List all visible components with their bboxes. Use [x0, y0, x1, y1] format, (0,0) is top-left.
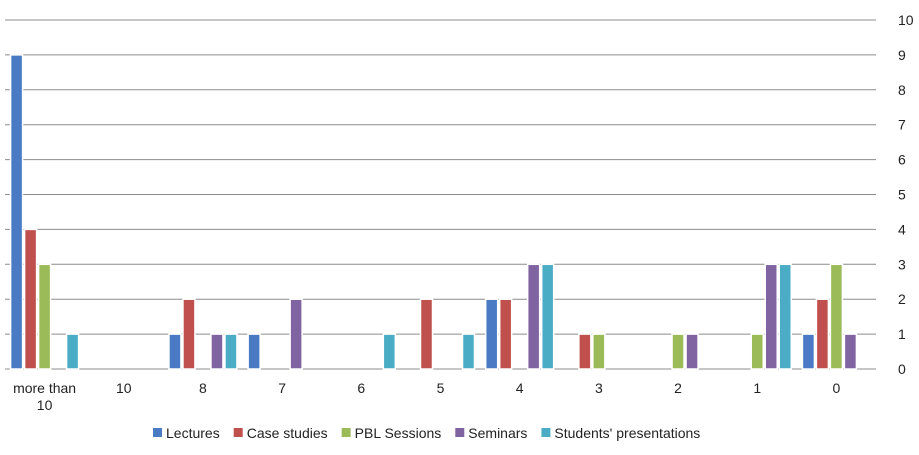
bar-case-studies	[498, 298, 513, 370]
y-tick-label: 7	[898, 117, 906, 133]
legend-label: Case studies	[247, 425, 328, 441]
bar-pbl-sessions	[671, 333, 685, 370]
bar-lectures	[9, 54, 24, 370]
bar-students-presentations	[65, 333, 80, 370]
legend-swatch	[233, 428, 243, 437]
x-tick-label: 10	[116, 380, 132, 396]
bar-case-studies	[578, 333, 592, 370]
y-tick-label: 4	[898, 221, 906, 237]
bar-students-presentations	[382, 333, 397, 370]
legend-swatch	[341, 428, 351, 437]
bar-seminars	[685, 333, 699, 370]
gridlines	[5, 19, 876, 370]
bar-seminars	[526, 263, 541, 370]
y-axis-ticks: 0 1 2 3 4 5 6 7 8 9 10	[898, 12, 914, 377]
x-tick-label: 8	[199, 380, 207, 396]
y-tick-label: 0	[898, 361, 906, 377]
bars	[9, 54, 858, 370]
x-tick-label: 4	[516, 380, 524, 396]
bar-pbl-sessions	[750, 333, 764, 370]
y-tick-label: 10	[898, 12, 914, 28]
bar-seminars	[764, 263, 778, 370]
y-tick-label: 1	[898, 326, 906, 342]
y-tick-label: 6	[898, 152, 906, 168]
x-tick-label: 5	[437, 380, 445, 396]
bar-lectures	[801, 333, 816, 370]
legend-label: Students' presentations	[554, 425, 700, 441]
legend-label: Lectures	[166, 425, 220, 441]
legend-label: Seminars	[468, 425, 527, 441]
x-tick-label: 3	[595, 380, 603, 396]
x-tick-label: 0	[833, 380, 841, 396]
bar-lectures	[247, 333, 261, 370]
legend: Lectures Case studies PBL Sessions Seminars…	[153, 425, 700, 441]
bar-pbl-sessions	[37, 263, 52, 370]
legend-swatch	[153, 428, 162, 437]
x-tick-label: 1	[753, 380, 761, 396]
x-tick-label: 2	[674, 380, 682, 396]
y-tick-label: 8	[898, 82, 906, 98]
y-tick-label: 5	[898, 187, 906, 203]
y-tick-label: 2	[898, 291, 906, 307]
bar-students-presentations	[224, 333, 238, 370]
bar-lectures	[484, 298, 499, 370]
bar-students-presentations	[540, 263, 555, 370]
x-tick-label: 10	[37, 397, 53, 413]
bar-pbl-sessions	[592, 333, 606, 370]
bar-students-presentations	[461, 333, 476, 370]
bar-seminars	[210, 333, 224, 370]
x-tick-label: 7	[278, 380, 286, 396]
bar-lectures	[168, 333, 182, 370]
legend-label: PBL Sessions	[355, 425, 442, 441]
legend-swatch	[455, 428, 465, 437]
bar-students-presentations	[778, 263, 792, 370]
y-tick-label: 3	[898, 256, 906, 272]
x-tick-label: 6	[357, 380, 365, 396]
x-tick-label: more than	[13, 380, 76, 396]
bar-case-studies	[182, 298, 196, 370]
bar-case-studies	[419, 298, 434, 370]
bar-pbl-sessions	[829, 263, 844, 370]
bar-seminars	[843, 333, 858, 370]
legend-swatch	[541, 428, 551, 437]
bar-case-studies	[23, 228, 38, 370]
bar-seminars	[289, 298, 303, 370]
bar-case-studies	[815, 298, 830, 370]
y-tick-label: 9	[898, 47, 906, 63]
